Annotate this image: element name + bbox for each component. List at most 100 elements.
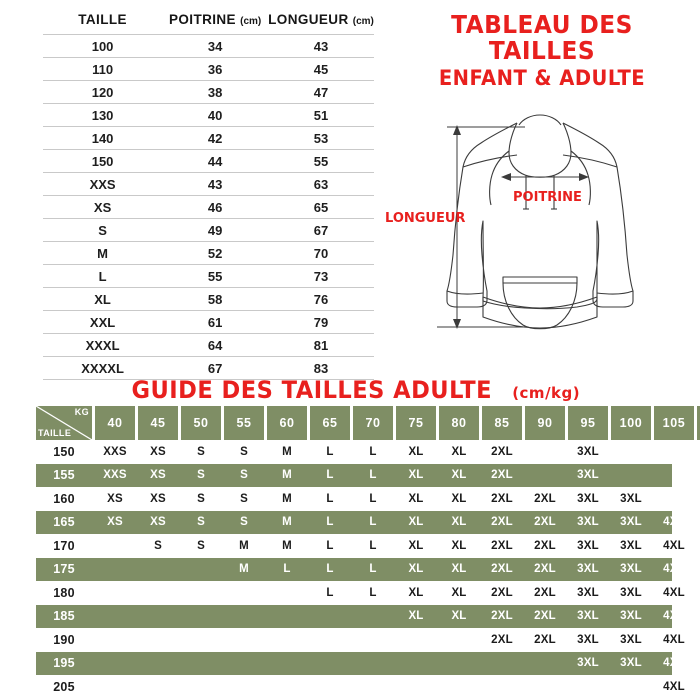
weight-column-header: 80 bbox=[439, 406, 479, 440]
column-header-longueur-unit: (cm) bbox=[352, 16, 374, 27]
size-cell bbox=[482, 652, 522, 676]
size-cell: 3XL bbox=[577, 657, 599, 670]
size-cell bbox=[267, 675, 307, 699]
size-cell: XL bbox=[408, 516, 424, 529]
child-size-table: TAILLE POITRINE (cm) LONGUEUR (cm) 100 34… bbox=[43, 12, 374, 380]
weight-column-header: 40 bbox=[95, 406, 135, 440]
cell-longueur: 53 bbox=[268, 126, 374, 150]
size-cell: L bbox=[369, 539, 377, 552]
cell-longueur: 76 bbox=[268, 287, 374, 311]
size-cell bbox=[138, 558, 178, 582]
size-cell bbox=[224, 581, 264, 605]
column-header-longueur: LONGUEUR (cm) bbox=[268, 12, 374, 35]
size-cell bbox=[654, 487, 694, 511]
size-cell: L bbox=[369, 445, 377, 458]
size-cell: XS bbox=[150, 492, 166, 505]
size-cell: 3XL bbox=[577, 539, 599, 552]
size-cell bbox=[310, 628, 350, 652]
height-row-header: 160 bbox=[53, 491, 75, 506]
table-row: XXL 61 79 bbox=[43, 310, 374, 334]
cell-longueur: 63 bbox=[268, 172, 374, 196]
poitrine-label: POITRINE bbox=[513, 190, 582, 205]
weight-column-header: 50 bbox=[181, 406, 221, 440]
cell-longueur: 79 bbox=[268, 310, 374, 334]
size-cell: 3XL bbox=[620, 539, 642, 552]
column-header-poitrine: POITRINE (cm) bbox=[162, 12, 268, 35]
size-cell: 4XL bbox=[663, 680, 685, 693]
cell-taille: XXS bbox=[43, 172, 163, 196]
adult-guide-title: GUIDE DES TAILLES ADULTE (cm/kg) bbox=[0, 376, 700, 404]
table-row: 120 38 47 bbox=[43, 80, 374, 104]
adult-guide-title-text: GUIDE DES TAILLES ADULTE bbox=[131, 376, 492, 404]
corner-diagonal-line bbox=[36, 406, 92, 440]
cell-taille: 140 bbox=[43, 126, 163, 150]
size-cell bbox=[267, 652, 307, 676]
size-cell: XL bbox=[451, 445, 467, 458]
hoodie-outline bbox=[446, 114, 634, 330]
size-cell: XL bbox=[408, 610, 424, 623]
size-cell bbox=[439, 675, 479, 699]
weight-column-header: 65 bbox=[310, 406, 350, 440]
cell-taille: S bbox=[43, 218, 163, 242]
size-cell bbox=[95, 628, 135, 652]
size-cell: S bbox=[197, 469, 205, 482]
cell-longueur: 45 bbox=[268, 57, 374, 81]
size-cell bbox=[181, 558, 221, 582]
size-cell bbox=[267, 581, 307, 605]
size-cell: L bbox=[326, 563, 334, 576]
size-cell: L bbox=[326, 469, 334, 482]
adult-guide-title-unit: (cm/kg) bbox=[512, 384, 581, 402]
column-header-taille: TAILLE bbox=[43, 12, 162, 35]
size-cell: 2XL bbox=[491, 469, 513, 482]
size-cell: XL bbox=[408, 445, 424, 458]
size-cell: L bbox=[369, 469, 377, 482]
weight-column-header: 55 bbox=[224, 406, 264, 440]
cell-longueur: 47 bbox=[268, 80, 374, 104]
size-cell bbox=[396, 628, 436, 652]
table-row: XXXL 64 81 bbox=[43, 333, 374, 357]
size-cell bbox=[654, 464, 694, 488]
weight-column-header: 45 bbox=[138, 406, 178, 440]
size-cell bbox=[95, 652, 135, 676]
grid-corner-cell: KG TAILLE bbox=[36, 406, 92, 440]
size-cell bbox=[439, 652, 479, 676]
cell-taille: 110 bbox=[43, 57, 163, 81]
size-cell: 2XL bbox=[534, 563, 556, 576]
size-cell: 2XL bbox=[491, 492, 513, 505]
height-row-header: 155 bbox=[53, 468, 75, 483]
size-cell: XL bbox=[451, 516, 467, 529]
size-cell: 3XL bbox=[577, 516, 599, 529]
table-row: XS 46 65 bbox=[43, 195, 374, 219]
size-cell: S bbox=[197, 445, 205, 458]
size-cell bbox=[138, 628, 178, 652]
size-cell: S bbox=[240, 516, 248, 529]
corner-kg-label: KG bbox=[74, 407, 89, 417]
size-cell bbox=[482, 675, 522, 699]
size-cell: 2XL bbox=[491, 516, 513, 529]
longueur-arrow-head-top bbox=[453, 125, 461, 135]
size-cell: 3XL bbox=[577, 633, 599, 646]
size-cell: 3XL bbox=[577, 563, 599, 576]
size-cell: XL bbox=[451, 539, 467, 552]
size-cell: 2XL bbox=[491, 633, 513, 646]
weight-column-header: 110 bbox=[697, 406, 700, 440]
size-cell: 3XL bbox=[620, 492, 642, 505]
weight-column-header: 75 bbox=[396, 406, 436, 440]
size-cell: S bbox=[197, 539, 205, 552]
size-cell bbox=[654, 440, 694, 464]
page-title-line2: ENFANT & ADULTE bbox=[438, 65, 646, 90]
cell-taille: XL bbox=[43, 287, 163, 311]
size-cell: 2XL bbox=[534, 586, 556, 599]
size-cell: XL bbox=[451, 610, 467, 623]
adult-grid-header-row: KG TAILLE 40 45 50 55 60 65 70 75 80 85 90 95 100 105… bbox=[36, 406, 700, 440]
cell-longueur: 81 bbox=[268, 333, 374, 357]
table-row: XXXXL 67 83 bbox=[43, 356, 374, 380]
size-cell: XL bbox=[451, 469, 467, 482]
table-row: 100 34 43 bbox=[43, 34, 374, 58]
size-cell bbox=[310, 605, 350, 629]
size-cell: XL bbox=[451, 586, 467, 599]
weight-column-header: 100 bbox=[611, 406, 651, 440]
hoodie-illustration-svg: LONGUEUR POITRINE bbox=[385, 114, 634, 330]
cell-taille: 130 bbox=[43, 103, 163, 127]
size-cell: M bbox=[282, 539, 292, 552]
